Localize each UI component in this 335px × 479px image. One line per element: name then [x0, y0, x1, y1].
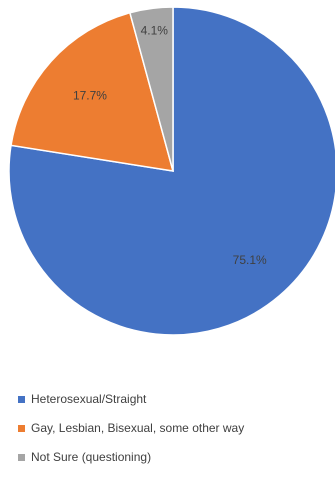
pie-slices — [8, 6, 335, 336]
pie-chart: 75.1% 17.7% 4.1% — [8, 6, 335, 336]
pie-slice — [128, 6, 174, 172]
legend-swatch — [18, 395, 25, 403]
pie-data-labels: 75.1% 17.7% 4.1% — [73, 23, 267, 267]
pie-data-label: 17.7% — [73, 89, 107, 103]
legend-item: Not Sure (questioning) — [18, 448, 335, 466]
legend-swatch — [18, 424, 25, 432]
legend-label: Gay, Lesbian, Bisexual, some other way — [31, 421, 245, 435]
legend-label: Not Sure (questioning) — [31, 450, 152, 464]
legend-item: Gay, Lesbian, Bisexual, some other way — [18, 419, 335, 437]
legend-label: Heterosexual/Straight — [31, 392, 147, 406]
pie-data-label: 4.1% — [141, 23, 169, 37]
pie-slice — [10, 11, 175, 172]
legend-swatch — [18, 453, 25, 461]
pie-data-label: 75.1% — [233, 253, 267, 267]
chart-legend: Heterosexual/Straight Gay, Lesbian, Bisex… — [18, 390, 335, 477]
legend-item: Heterosexual/Straight — [18, 390, 335, 408]
